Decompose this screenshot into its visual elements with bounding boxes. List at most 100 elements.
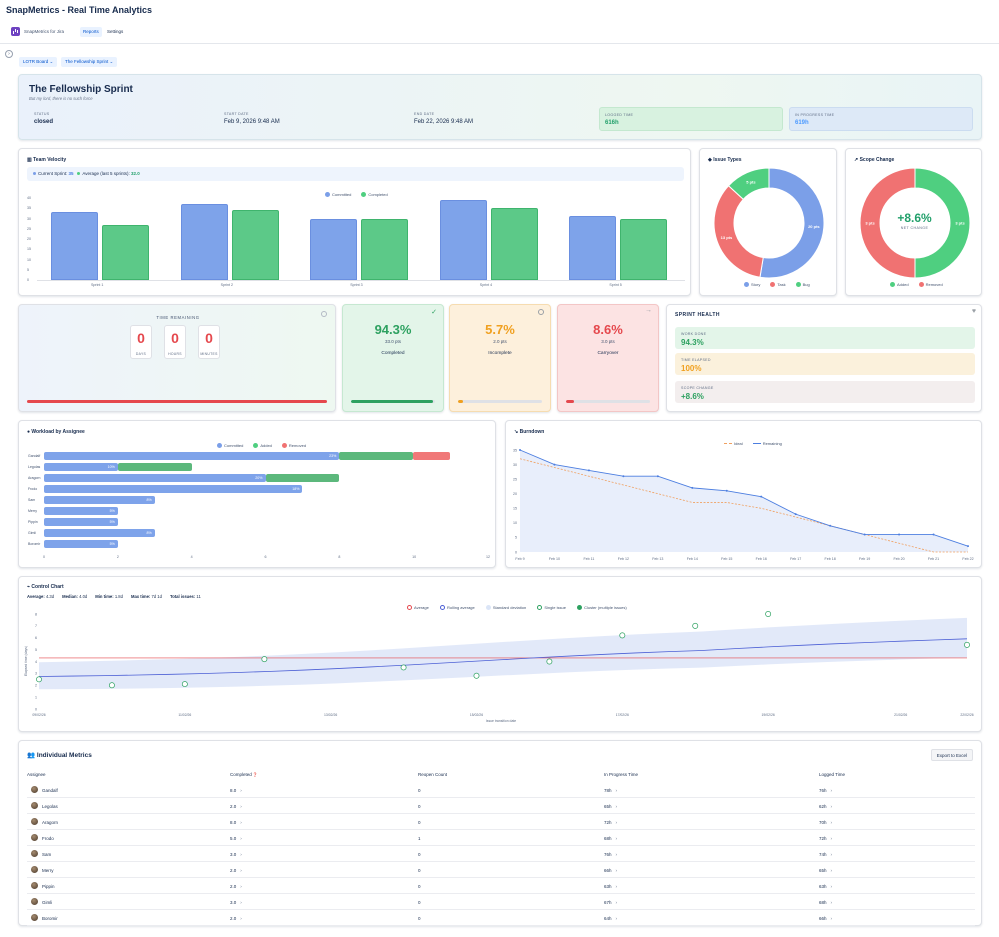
cell-assignee: Legolas (42, 804, 58, 809)
assignee-label: Legolas (28, 465, 41, 469)
cell-in-progress-time[interactable]: 76h › (604, 852, 618, 857)
assignee-label: Pippin (28, 520, 38, 524)
logged-time-meta: Logged Time 616h (599, 107, 783, 131)
column-header-reopen-count: Reopen Count (418, 772, 448, 777)
cell-completed[interactable]: 8.0 › (230, 788, 242, 793)
cell-completed[interactable]: 3.0 › (230, 852, 242, 857)
cell-in-progress-time[interactable]: 66h › (604, 868, 618, 873)
x-tick-label: Sprint 4 (479, 283, 493, 287)
workload-legend: Committed Added Removed (217, 443, 316, 449)
chevron-right-icon: › (615, 820, 618, 825)
cell-reopen-count: 0 (418, 868, 421, 873)
cell-logged-time[interactable]: 74h › (819, 852, 833, 857)
cell-logged-time[interactable]: 72h › (819, 836, 833, 841)
start-date-value: Feb 9, 2026 9:48 AM (224, 119, 280, 125)
tab-reports[interactable]: Reports (80, 27, 102, 37)
legend-rolling-average: Rolling average (446, 605, 475, 610)
cell-logged-time[interactable]: 66h › (819, 916, 833, 921)
cell-logged-time[interactable]: 68h › (819, 900, 833, 905)
completed-progress (351, 400, 435, 403)
x-tick-label: 21/02/26 (894, 713, 907, 717)
chevron-right-icon: › (240, 788, 242, 793)
cell-assignee: Pippin (42, 884, 55, 889)
y-tick-label: 15 (27, 247, 31, 252)
assignee-label: Frodo (28, 487, 38, 491)
info-icon[interactable]: ❓ (251, 772, 258, 777)
velocity-legend: Committed Completed (325, 192, 398, 198)
cell-in-progress-time[interactable]: 64h › (604, 916, 618, 921)
cell-completed[interactable]: 5.0 › (230, 836, 242, 841)
cell-logged-time[interactable]: 76h › (819, 788, 833, 793)
cell-assignee: Merry (42, 868, 54, 873)
export-excel-button[interactable]: Export to Excel (930, 749, 973, 761)
velocity-bar-committed (51, 212, 98, 280)
control-stats: Average: 4.3d Median: 4.0d Min time: 1.8d M… (27, 594, 209, 599)
assignee-label: Sam (28, 498, 36, 502)
sidebar-toggle-icon[interactable]: › (5, 50, 13, 58)
workload-bar-committed: 20% (44, 474, 266, 482)
avatar (31, 898, 38, 905)
control-stat: Average: 4.3d (27, 594, 55, 599)
donut-data-label: 20 pts (808, 224, 820, 229)
chevron-right-icon: › (830, 820, 833, 825)
workload-bar-committed: 23% (44, 452, 340, 460)
scope-change-donut: 3 pts 3 pts (859, 167, 971, 279)
y-tick-label: 6 (35, 636, 37, 640)
tab-settings[interactable]: Settings (107, 29, 124, 34)
sprint-select[interactable]: The Fellowship Sprint ⌄ (61, 57, 118, 67)
workload-title: Workload by Assignee (31, 429, 85, 435)
board-select[interactable]: LOTR Board ⌄ (19, 57, 58, 67)
status-value: closed (34, 119, 54, 125)
remaining-point (932, 533, 935, 536)
velocity-bar-committed (310, 218, 358, 280)
x-tick-label: Feb 16 (756, 557, 767, 561)
cell-logged-time[interactable]: 65h › (819, 868, 833, 873)
app-name[interactable]: SnapMetrics for Jira (24, 29, 65, 34)
avatar (31, 818, 38, 825)
cell-completed[interactable]: 3.0 › (230, 900, 242, 905)
days-value: 0 (137, 330, 145, 346)
chevron-right-icon: › (615, 804, 618, 809)
cell-logged-time[interactable]: 62h › (819, 804, 833, 809)
cell-completed[interactable]: 2.0 › (230, 804, 242, 809)
in-progress-time-label: In Progress Time (795, 113, 835, 117)
in-progress-time-value: 619h (795, 120, 809, 126)
cell-reopen-count: 0 (418, 900, 421, 905)
cell-logged-time[interactable]: 63h › (819, 884, 833, 889)
cell-in-progress-time[interactable]: 63h › (604, 884, 618, 889)
cell-logged-time[interactable]: 70h › (819, 820, 833, 825)
x-tick-label: Sprint 1 (91, 283, 104, 287)
cell-in-progress-time[interactable]: 67h › (604, 900, 618, 905)
remaining-point (622, 475, 625, 478)
table-row: Aragorn 8.0 › 0 72h › 70h › (27, 814, 975, 830)
donut-data-label: 5 pts (746, 179, 756, 184)
velocity-bar-committed (439, 200, 487, 280)
cell-in-progress-time[interactable]: 68h › (604, 836, 618, 841)
sprint-name: The Fellowship Sprint (29, 84, 133, 95)
cell-completed[interactable]: 2.0 › (230, 916, 242, 921)
cell-completed[interactable]: 2.0 › (230, 868, 242, 873)
cell-completed[interactable]: 8.0 › (230, 820, 242, 825)
minutes-label: MINUTES (200, 352, 218, 356)
remaining-point (519, 449, 521, 451)
cell-assignee: Sam (42, 852, 52, 857)
legend-added: Added (260, 443, 272, 448)
cell-in-progress-time[interactable]: 78h › (604, 788, 618, 793)
arrow-right-icon: → (645, 307, 652, 314)
avatar (31, 802, 38, 809)
scope-change-health-value: +8.6% (681, 392, 704, 401)
average-dot-icon (77, 172, 81, 176)
cell-in-progress-time[interactable]: 72h › (604, 820, 618, 825)
time-remaining-title: TIME REMAINING (156, 315, 200, 320)
single-issue-point (473, 672, 480, 679)
column-header-completed: Completed ❓ (230, 772, 258, 777)
velocity-title: Team Velocity (33, 157, 67, 163)
cell-reopen-count: 0 (418, 820, 421, 825)
x-tick-label: 13/02/26 (324, 713, 337, 717)
cell-in-progress-time[interactable]: 65h › (604, 804, 618, 809)
cell-completed[interactable]: 2.0 › (230, 884, 242, 889)
chevron-right-icon: › (830, 852, 833, 857)
donut-slice-task (713, 185, 764, 278)
workload-chart: 0 2 4 6 8 10 12 Gandalf 23% Legolas 10% Aragorn 20% F… (19, 421, 497, 569)
team-velocity-card: ▥ Team Velocity Current Sprint: 35 Avera… (18, 148, 691, 296)
